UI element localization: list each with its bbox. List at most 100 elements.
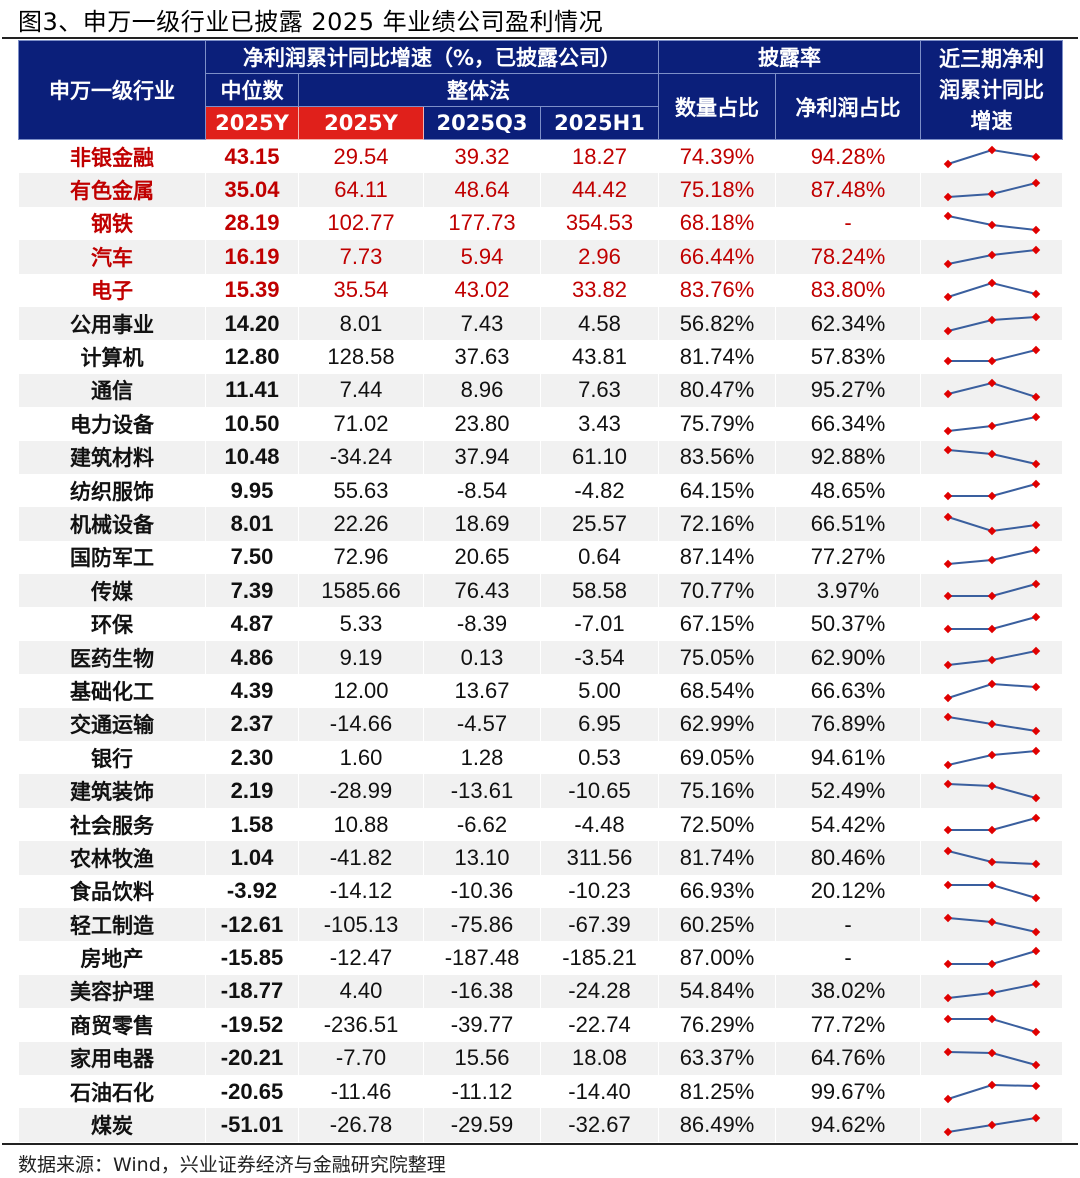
overall-2025h1: -22.74 (540, 1008, 659, 1042)
median-2025y: -20.21 (205, 1041, 299, 1075)
profit-ratio: 77.27% (775, 540, 921, 575)
profit-ratio: 87.48% (775, 173, 921, 207)
profit-ratio: 77.72% (775, 1008, 921, 1042)
source-note: 数据来源：Wind，兴业证券经济与金融研究院整理 (18, 1154, 446, 1176)
sparkline-cell (920, 607, 1063, 641)
profit-ratio: 94.62% (775, 1108, 921, 1142)
profit-ratio: 52.49% (775, 774, 921, 808)
sparkline-cell (920, 807, 1063, 842)
count-ratio: 80.47% (658, 373, 776, 408)
overall-2025y: -14.66 (298, 707, 424, 742)
sparkline-chart-icon (943, 245, 1040, 269)
overall-2025q3: 15.56 (423, 1041, 541, 1075)
count-ratio: 66.93% (658, 874, 776, 908)
profit-ratio: - (775, 206, 921, 241)
overall-2025y: 9.19 (298, 640, 424, 675)
sparkline-cell (920, 674, 1063, 708)
sparkline-chart-icon (943, 212, 1040, 235)
sparkline-cell (920, 741, 1063, 775)
header-overall: 整体法 (298, 73, 659, 107)
sparkline-cell (920, 1074, 1063, 1109)
median-2025y: 16.19 (205, 240, 299, 274)
industry-name: 建筑装饰 (18, 774, 206, 808)
profit-ratio: 83.80% (775, 273, 921, 307)
overall-2025h1: 44.42 (540, 173, 659, 207)
sparkline-chart-icon (943, 1047, 1040, 1070)
sparkline-cell (920, 340, 1063, 374)
overall-2025y: 8.01 (298, 306, 424, 341)
sparkline-chart-icon (943, 946, 1040, 969)
sparkline-chart-icon (943, 1113, 1040, 1137)
median-2025y: -15.85 (205, 941, 299, 975)
header-disclosure-group: 披露率 (658, 40, 921, 74)
overall-2025q3: 23.80 (423, 407, 541, 441)
sparkline-chart-icon (943, 679, 1040, 703)
table-row: 建筑材料 10.48 -34.24 37.94 61.10 83.56% 92.88% (18, 440, 1063, 474)
sparkline-cell (920, 1108, 1063, 1142)
overall-2025q3: -39.77 (423, 1008, 541, 1042)
count-ratio: 56.82% (658, 306, 776, 341)
sparkline-chart-icon (943, 479, 1040, 500)
profit-ratio: 50.37% (775, 607, 921, 641)
count-ratio: 60.25% (658, 907, 776, 942)
median-2025y: 4.39 (205, 674, 299, 708)
overall-2025h1: 311.56 (540, 841, 659, 875)
profit-ratio: 62.90% (775, 640, 921, 675)
sparkline-chart-icon (943, 1014, 1040, 1037)
sparkline-chart-icon (943, 713, 1040, 736)
table-row: 钢铁 28.19 102.77 177.73 354.53 68.18% - (18, 206, 1063, 241)
overall-2025q3: -187.48 (423, 941, 541, 975)
median-2025y: 9.95 (205, 473, 299, 508)
overall-2025q3: 8.96 (423, 373, 541, 408)
overall-2025q3: 177.73 (423, 206, 541, 241)
median-2025y: 4.86 (205, 640, 299, 675)
count-ratio: 64.15% (658, 473, 776, 508)
overall-2025y: 35.54 (298, 273, 424, 307)
sparkline-cell (920, 574, 1063, 608)
table-row: 交通运输 2.37 -14.66 -4.57 6.95 62.99% 76.89% (18, 707, 1063, 742)
overall-2025y: 12.00 (298, 674, 424, 708)
sparkline-chart-icon (943, 178, 1040, 202)
table-row: 有色金属 35.04 64.11 48.64 44.42 75.18% 87.48% (18, 173, 1063, 207)
overall-2025q3: -10.36 (423, 874, 541, 908)
overall-2025q3: -4.57 (423, 707, 541, 742)
overall-2025y: -34.24 (298, 440, 424, 474)
sparkline-cell (920, 941, 1063, 975)
median-2025y: -19.52 (205, 1008, 299, 1042)
overall-2025h1: -10.65 (540, 774, 659, 808)
sparkline-cell (920, 640, 1063, 675)
overall-2025h1: -4.82 (540, 473, 659, 508)
overall-2025y: 7.44 (298, 373, 424, 408)
overall-2025y: -26.78 (298, 1108, 424, 1142)
overall-2025h1: -67.39 (540, 907, 659, 942)
industry-name: 电力设备 (18, 407, 206, 441)
industry-name: 机械设备 (18, 507, 206, 541)
overall-2025h1: -185.21 (540, 941, 659, 975)
overall-2025h1: 18.08 (540, 1041, 659, 1075)
profit-ratio: 66.63% (775, 674, 921, 708)
sparkline-chart-icon (943, 646, 1040, 669)
overall-2025h1: 354.53 (540, 206, 659, 241)
table-row: 纺织服饰 9.95 55.63 -8.54 -4.82 64.15% 48.65% (18, 473, 1063, 508)
count-ratio: 63.37% (658, 1041, 776, 1075)
table-row: 房地产 -15.85 -12.47 -187.48 -185.21 87.00% - (18, 941, 1063, 975)
overall-2025q3: 5.94 (423, 240, 541, 274)
figure-title: 图3、申万一级行业已披露 2025 年业绩公司盈利情况 (18, 8, 604, 36)
count-ratio: 75.05% (658, 640, 776, 675)
industry-name: 家用电器 (18, 1041, 206, 1075)
overall-2025y: 5.33 (298, 607, 424, 641)
table-row: 机械设备 8.01 22.26 18.69 25.57 72.16% 66.51% (18, 507, 1063, 541)
sparkline-chart-icon (943, 279, 1040, 302)
profit-ratio: - (775, 907, 921, 942)
industry-name: 食品饮料 (18, 874, 206, 908)
industry-name: 非银金融 (18, 139, 206, 174)
overall-2025y: 128.58 (298, 340, 424, 374)
overall-2025y: 4.40 (298, 974, 424, 1009)
count-ratio: 68.54% (658, 674, 776, 708)
profit-ratio: 38.02% (775, 974, 921, 1009)
sparkline-cell (920, 1041, 1063, 1075)
profit-ratio: 66.34% (775, 407, 921, 441)
overall-2025y: -11.46 (298, 1074, 424, 1109)
median-2025y: -20.65 (205, 1074, 299, 1109)
profit-ratio: 95.27% (775, 373, 921, 408)
